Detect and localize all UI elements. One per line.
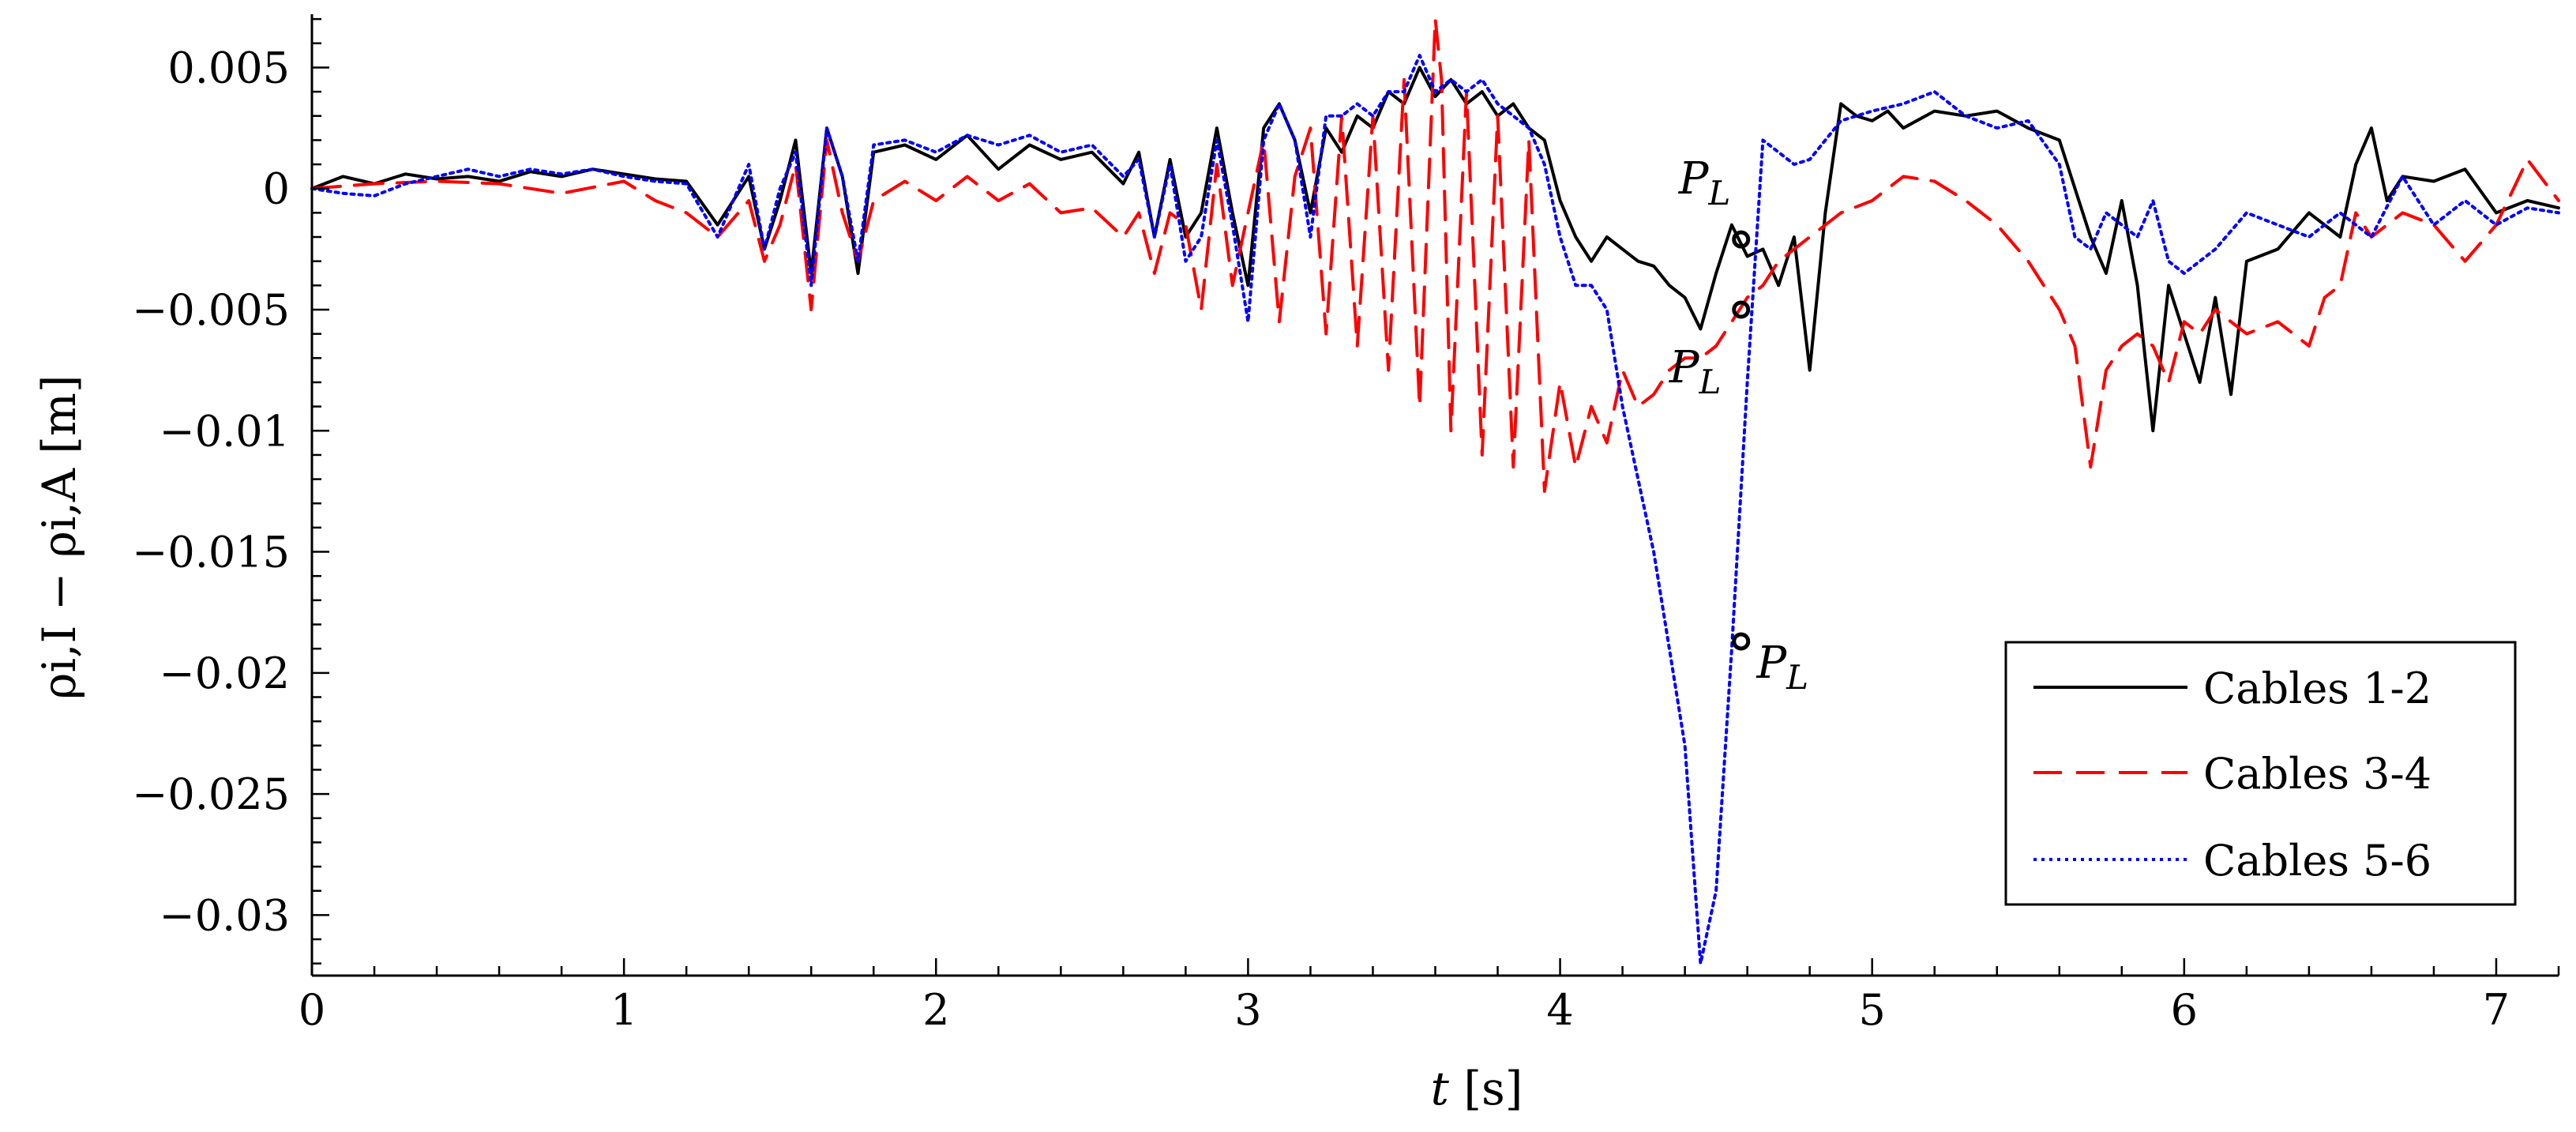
y-tick-label: −0.005 — [132, 285, 290, 335]
annotation-label-1: PL — [1678, 153, 1731, 212]
series-line-cables-3-4 — [310, 17, 2560, 493]
y-axis-label: ρi,I − ρi,A [m] — [32, 374, 86, 699]
y-tick-label: −0.03 — [160, 890, 290, 940]
x-axis-label: t [s] — [1431, 1062, 1523, 1115]
x-tick-label: 1 — [610, 985, 637, 1035]
annotation-marker-2 — [1732, 300, 1751, 319]
x-tick-label: 3 — [1234, 985, 1261, 1035]
legend-label-cables-5-6: Cables 5-6 — [2203, 836, 2431, 886]
y-tick-label: 0 — [263, 164, 290, 214]
y-tick-label: −0.025 — [132, 769, 290, 819]
legend-label-cables-1-2: Cables 1-2 — [2203, 664, 2431, 713]
x-tick-label: 2 — [922, 985, 949, 1035]
annotation-layer: PL PL PL — [1669, 153, 1808, 697]
legend-label-cables-3-4: Cables 3-4 — [2203, 749, 2431, 799]
x-tick-label: 7 — [2483, 985, 2510, 1035]
x-tick-label: 6 — [2171, 985, 2198, 1035]
annotation-marker-1 — [1732, 230, 1751, 249]
y-tick-label: −0.015 — [132, 528, 290, 577]
x-axis-label-symbol: t — [1431, 1062, 1450, 1115]
series-line-cables-5-6 — [310, 54, 2560, 965]
legend: Cables 1-2 Cables 3-4 Cables 5-6 — [2004, 641, 2517, 906]
annotation-label-3: PL — [1756, 637, 1808, 697]
y-tick-label: 0.005 — [167, 43, 290, 92]
annotation-label-2: PL — [1669, 342, 1722, 401]
x-tick-label: 5 — [1859, 985, 1886, 1035]
y-tick-label: −0.02 — [160, 649, 290, 698]
annotation-marker-3 — [1732, 632, 1751, 651]
series-layer — [310, 17, 2560, 965]
y-tick-label: −0.01 — [160, 406, 290, 456]
x-tick-label: 4 — [1546, 985, 1573, 1035]
x-axis-label-unit: [s] — [1449, 1062, 1523, 1115]
tick-layer: 0 1 2 3 4 5 6 7 0.005 0 −0.005 −0.01 −0.015 −0.02 −0.0… — [132, 17, 2560, 1035]
x-tick-label: 0 — [299, 985, 325, 1035]
